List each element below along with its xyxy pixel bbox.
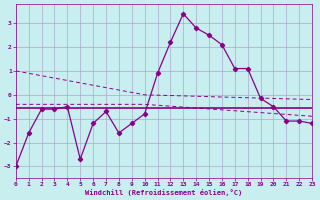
X-axis label: Windchill (Refroidissement éolien,°C): Windchill (Refroidissement éolien,°C) — [85, 189, 243, 196]
